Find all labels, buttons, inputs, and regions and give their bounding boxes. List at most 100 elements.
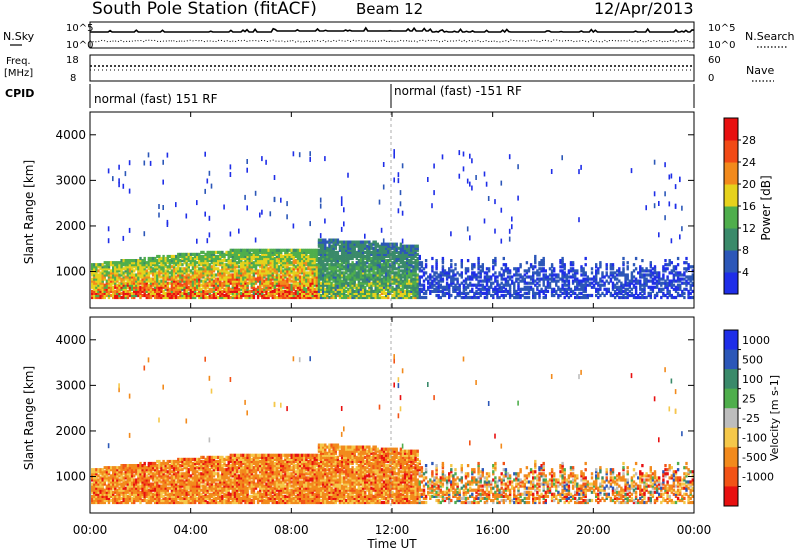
velocity-cell xyxy=(93,476,96,480)
power-cell xyxy=(456,287,459,291)
power-cell xyxy=(101,273,104,277)
power-cell xyxy=(261,263,264,267)
power-cell xyxy=(613,275,617,279)
power-cell xyxy=(340,256,344,261)
power-cell xyxy=(206,250,209,254)
power-cell xyxy=(559,293,562,298)
power-cell xyxy=(229,269,232,273)
velocity-cell xyxy=(114,490,117,494)
power-cell xyxy=(521,287,524,291)
power-cell xyxy=(374,293,377,298)
power-cell xyxy=(168,295,172,300)
power-cell xyxy=(387,263,390,267)
power-cell xyxy=(227,259,230,263)
power-cell xyxy=(338,244,342,248)
power-cell xyxy=(450,293,453,298)
power-cell xyxy=(561,285,564,289)
power-cell xyxy=(107,238,110,244)
velocity-cell xyxy=(91,494,94,498)
power-cell xyxy=(280,295,283,300)
power-cell xyxy=(319,240,323,244)
power-cell xyxy=(273,291,277,295)
power-cell xyxy=(105,269,109,273)
power-cell xyxy=(582,277,585,281)
power-cell xyxy=(175,267,178,271)
power-cell xyxy=(250,275,253,279)
power-cell xyxy=(498,289,501,293)
power-cell xyxy=(187,287,190,291)
power-cell xyxy=(397,275,400,279)
power-cell xyxy=(246,283,249,287)
power-cell xyxy=(242,275,245,279)
power-cell xyxy=(416,293,419,298)
power-cell xyxy=(624,287,627,291)
power-cell xyxy=(238,291,241,295)
power-cell xyxy=(412,265,415,269)
power-cell xyxy=(361,283,365,287)
power-cell xyxy=(559,277,562,281)
power-cell xyxy=(387,273,390,277)
power-cell xyxy=(181,252,184,256)
power-cell xyxy=(244,254,247,259)
power-cell xyxy=(382,184,385,190)
power-cell xyxy=(592,279,596,283)
power-cell xyxy=(256,295,260,300)
power-cell xyxy=(170,265,174,269)
power-cell xyxy=(225,269,228,273)
power-cell xyxy=(584,283,587,287)
power-cell xyxy=(353,283,356,287)
power-cell xyxy=(227,283,230,287)
power-cell xyxy=(238,228,240,234)
power-cell xyxy=(357,240,361,244)
power-cell xyxy=(345,261,348,265)
power-cell xyxy=(380,291,384,295)
power-cell xyxy=(267,269,270,273)
power-cell xyxy=(185,291,188,295)
power-cell xyxy=(345,256,348,261)
power-cell xyxy=(124,291,127,295)
power-cell xyxy=(267,291,270,295)
power-cell xyxy=(374,271,377,275)
power-cell xyxy=(376,293,379,298)
power-cell xyxy=(378,287,382,291)
power-cell xyxy=(378,281,382,285)
power-cell xyxy=(500,273,503,277)
power-cell xyxy=(338,265,342,269)
power-cell xyxy=(118,164,120,170)
power-cell xyxy=(139,273,142,277)
power-cell xyxy=(525,275,529,279)
power-cell xyxy=(485,181,488,187)
power-cell xyxy=(168,254,172,259)
power-cell xyxy=(334,263,337,267)
power-cell xyxy=(154,256,157,261)
power-cell xyxy=(189,259,193,263)
power-cell xyxy=(376,267,379,271)
power-cell xyxy=(252,283,256,287)
power-cell xyxy=(296,267,300,271)
power-cell xyxy=(305,281,308,285)
power-cell xyxy=(277,250,281,254)
power-cell xyxy=(248,267,251,271)
power-cell xyxy=(582,273,585,277)
power-cell xyxy=(183,277,186,281)
power-cell xyxy=(416,275,419,279)
velocity-cell xyxy=(107,496,111,500)
power-cell xyxy=(271,263,274,267)
power-cell xyxy=(120,283,123,287)
power-cell xyxy=(179,285,182,289)
power-cell xyxy=(403,277,407,281)
power-cell xyxy=(338,277,342,281)
power-cell xyxy=(202,256,205,261)
power-cell xyxy=(582,285,585,289)
power-cell xyxy=(538,271,541,275)
power-cell xyxy=(567,285,571,289)
power-cell xyxy=(364,269,367,273)
power-cell xyxy=(406,291,409,295)
power-cell xyxy=(353,285,356,289)
power-cell xyxy=(338,240,342,244)
power-cell xyxy=(273,259,277,263)
power-cell xyxy=(240,250,243,254)
power-cell xyxy=(303,259,306,263)
power-cell xyxy=(175,279,178,283)
power-cell xyxy=(130,273,134,277)
